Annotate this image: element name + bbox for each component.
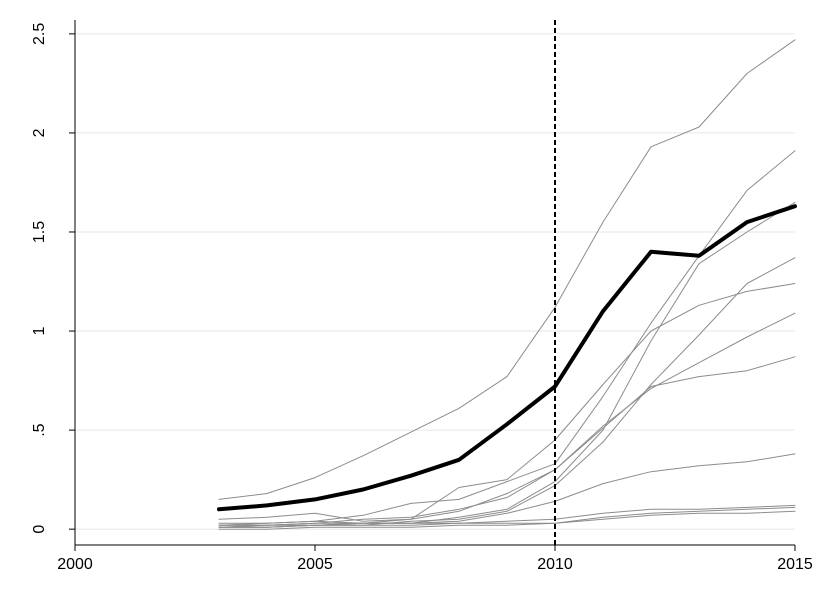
y-tick-label-5: 2.5	[31, 23, 48, 45]
x-tick-label-0: 2000	[57, 556, 93, 573]
series-line-1	[218, 39, 796, 500]
series-line-2	[218, 283, 796, 522]
series-line-7	[218, 356, 796, 526]
series-line-10	[218, 506, 796, 524]
x-tick-label-2: 2010	[537, 556, 573, 573]
x-tick-label-3: 2015	[777, 556, 813, 573]
y-tick-label-1: .5	[31, 423, 48, 436]
grid-layer	[75, 33, 795, 530]
series-line-5	[218, 257, 796, 528]
y-tick-label-2: 1	[31, 326, 48, 335]
series-line-9	[218, 504, 796, 526]
axes-layer	[74, 20, 795, 546]
ticks-layer: 0 .5 1 1.5 2 2.5 2000 2005 2010 2015	[31, 23, 813, 573]
series-line-3	[218, 150, 796, 526]
series-line-8	[218, 453, 796, 528]
y-tick-label-0: 0	[31, 525, 48, 534]
series-line-average	[217, 204, 797, 512]
series-layer	[217, 39, 797, 530]
series-line-11	[218, 510, 796, 530]
x-tick-label-1: 2005	[297, 556, 333, 573]
y-tick-label-3: 1.5	[31, 221, 48, 243]
y-tick-label-4: 2	[31, 128, 48, 137]
series-line-6	[218, 312, 796, 528]
